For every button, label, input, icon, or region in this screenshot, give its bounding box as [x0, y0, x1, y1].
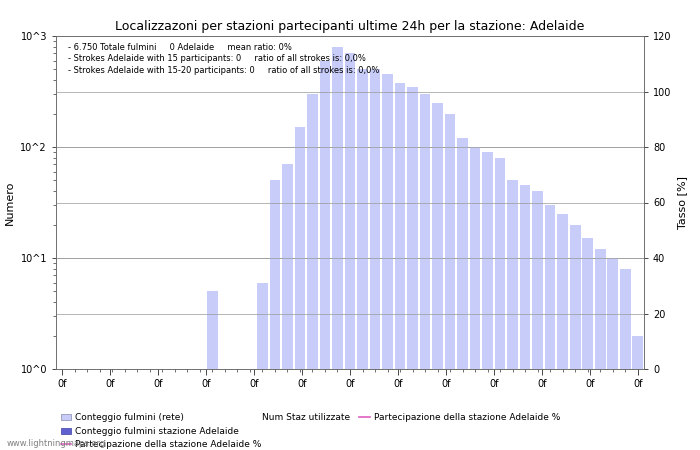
Bar — [495, 158, 505, 450]
Bar — [207, 292, 218, 450]
Bar — [282, 164, 293, 450]
Bar — [420, 94, 430, 450]
Bar — [82, 369, 92, 450]
Bar — [395, 83, 405, 450]
Bar — [107, 369, 118, 450]
Bar — [545, 205, 556, 450]
Bar — [295, 127, 305, 450]
Bar — [357, 69, 368, 450]
Bar — [595, 249, 606, 450]
Bar — [132, 369, 143, 450]
Bar — [520, 185, 531, 450]
Bar — [307, 94, 318, 450]
Bar — [532, 191, 543, 450]
Bar — [220, 369, 230, 450]
Bar — [482, 152, 493, 450]
Legend: Partecipazione della stazione Adelaide %: Partecipazione della stazione Adelaide % — [60, 440, 261, 449]
Title: Localizzazoni per stazioni partecipanti ultime 24h per la stazione: Adelaide: Localizzazoni per stazioni partecipanti … — [116, 20, 584, 33]
Bar — [457, 138, 468, 450]
Bar — [270, 180, 280, 450]
Y-axis label: Tasso [%]: Tasso [%] — [677, 176, 687, 229]
Bar — [157, 369, 168, 450]
Bar — [608, 258, 618, 450]
Bar — [407, 86, 418, 450]
Bar — [570, 225, 580, 450]
Bar — [382, 75, 393, 450]
Bar — [444, 113, 456, 450]
Text: - 6.750 Totale fulmini     0 Adelaide     mean ratio: 0%
- Strokes Adelaide with: - 6.750 Totale fulmini 0 Adelaide mean r… — [68, 43, 379, 75]
Bar — [557, 214, 568, 450]
Bar — [244, 369, 256, 450]
Bar — [620, 269, 631, 450]
Bar — [182, 369, 192, 450]
Text: www.lightningmaps.org: www.lightningmaps.org — [7, 439, 106, 448]
Bar — [344, 53, 356, 450]
Bar — [69, 369, 80, 450]
Bar — [195, 369, 205, 450]
Bar — [582, 238, 593, 450]
Bar — [332, 47, 343, 450]
Bar — [120, 369, 130, 450]
Bar — [232, 369, 243, 450]
Bar — [94, 369, 105, 450]
Bar — [144, 369, 155, 450]
Bar — [169, 369, 180, 450]
Bar — [508, 180, 518, 450]
Bar — [257, 283, 267, 450]
Bar — [470, 147, 480, 450]
Y-axis label: Numero: Numero — [5, 180, 15, 225]
Bar — [320, 61, 330, 450]
Bar — [632, 336, 643, 450]
Bar — [433, 103, 443, 450]
Bar — [57, 369, 68, 450]
Bar — [370, 69, 380, 450]
